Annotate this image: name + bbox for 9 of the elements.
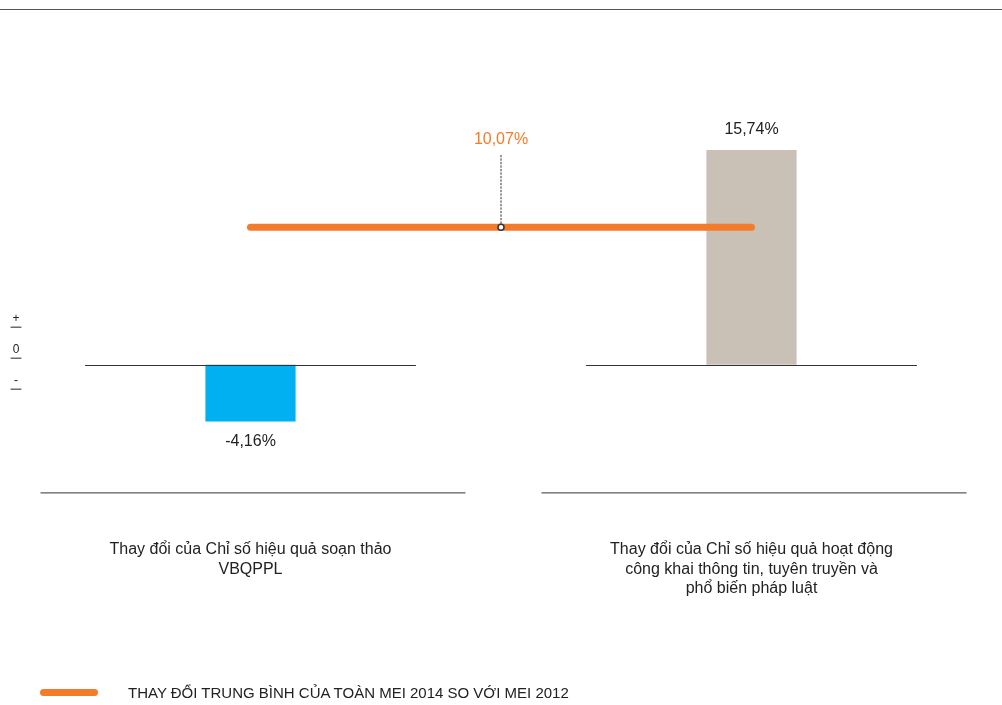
x-tick-label: Thay đổi của Chỉ số hiệu quả hoạt động công khai thông tin, tuyên truyền và phổ biến pháp luật (610, 540, 893, 596)
data-label: -4,16% (225, 431, 276, 449)
data-label: 15,74% (724, 120, 779, 138)
annotation: 0 (12, 341, 20, 356)
annotation: 10,07% (473, 129, 529, 147)
annotation: - (14, 372, 18, 387)
x-tick-label: Thay đổi của Chỉ số hiệu quả soạn thảo VBQPPL (109, 540, 392, 577)
annotation: + (12, 310, 20, 325)
legend-label: THAY ĐỔI TRUNG BÌNH CỦA TOÀN MEI 2014 SO VỚI MEI 2012 (128, 684, 569, 701)
